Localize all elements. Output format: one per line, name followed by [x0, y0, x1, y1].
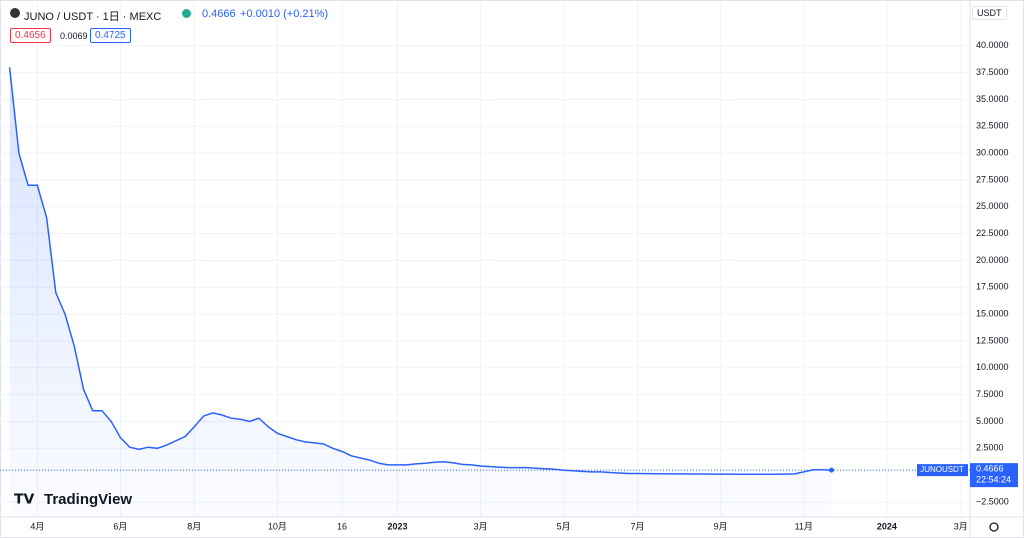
symbol-tag [917, 464, 968, 477]
x-tick-label: 9月 [714, 521, 728, 531]
countdown-label: 22:54:24 [976, 475, 1011, 485]
y-tick-label: −2.5000 [976, 496, 1009, 506]
y-tick-label: 40.0000 [976, 40, 1009, 50]
price-change: +0.0010 (+0.21%) [240, 8, 329, 20]
x-tick-label: 16 [337, 521, 347, 531]
last-point [828, 467, 834, 473]
grid [0, 0, 970, 517]
y-tick-label: 2.5000 [976, 443, 1004, 453]
area-fill [9, 67, 832, 518]
price-line [8, 67, 832, 476]
y-tick-label: 35.0000 [976, 94, 1009, 104]
x-tick-label: 2023 [387, 521, 407, 531]
settings-icon[interactable] [989, 522, 999, 532]
symbol-title[interactable]: JUNO / USDT · 1日 · MEXC [24, 11, 162, 23]
price-tag [970, 463, 1018, 488]
y-tick-label: 7.5000 [976, 389, 1004, 399]
y-tick-label: 10.0000 [976, 362, 1009, 372]
y-tick-label: 5.0000 [976, 416, 1004, 426]
y-tick-label: 15.0000 [976, 309, 1009, 319]
y-tick-label: 25.0000 [976, 201, 1009, 211]
x-tick-label: 10月 [268, 521, 287, 531]
symbol-label: JUNOUSDT [920, 465, 964, 474]
y-tick-label: 12.5000 [976, 335, 1009, 345]
price-tag-label: 0.4666 [976, 464, 1004, 474]
symbol-icon [10, 8, 20, 21]
logo-mark: 𝗧𝗩 [14, 491, 35, 507]
x-tick-label: 3月 [474, 521, 488, 531]
x-tick-label: 8月 [187, 521, 201, 531]
plot [0, 67, 970, 518]
x-tick-label: 5月 [557, 521, 571, 531]
spread: 0.0069 [60, 31, 88, 41]
x-tick-label: 11月 [795, 521, 813, 531]
y-tick-label: 30.0000 [976, 148, 1009, 158]
logo-text: TradingView [44, 491, 133, 508]
status-dot [182, 9, 191, 18]
last-price: 0.4666 [202, 8, 236, 20]
x-tick-label: 3月 [954, 521, 968, 531]
y-tick-label: 22.5000 [976, 228, 1009, 238]
ask-button[interactable]: 0.4725 [90, 28, 131, 43]
x-tick-label: 2024 [877, 521, 897, 531]
bid-button[interactable]: 0.4656 [10, 28, 51, 43]
y-tick-label: 27.5000 [976, 174, 1009, 184]
y-tick-label: 37.5000 [976, 67, 1009, 77]
axes: −2.5000 2.5000 5.0000 7.5000 10.0000 12.5000 1… [30, 40, 1018, 531]
y-tick-label: 17.5000 [976, 282, 1009, 292]
x-tick-label: 6月 [113, 521, 127, 531]
y-tick-label: 20.0000 [976, 255, 1009, 265]
x-tick-label: 7月 [631, 521, 645, 531]
y-tick-label: 32.5000 [976, 121, 1009, 131]
x-tick-label: 4月 [30, 521, 44, 531]
currency-button[interactable]: USDT [972, 6, 1007, 20]
